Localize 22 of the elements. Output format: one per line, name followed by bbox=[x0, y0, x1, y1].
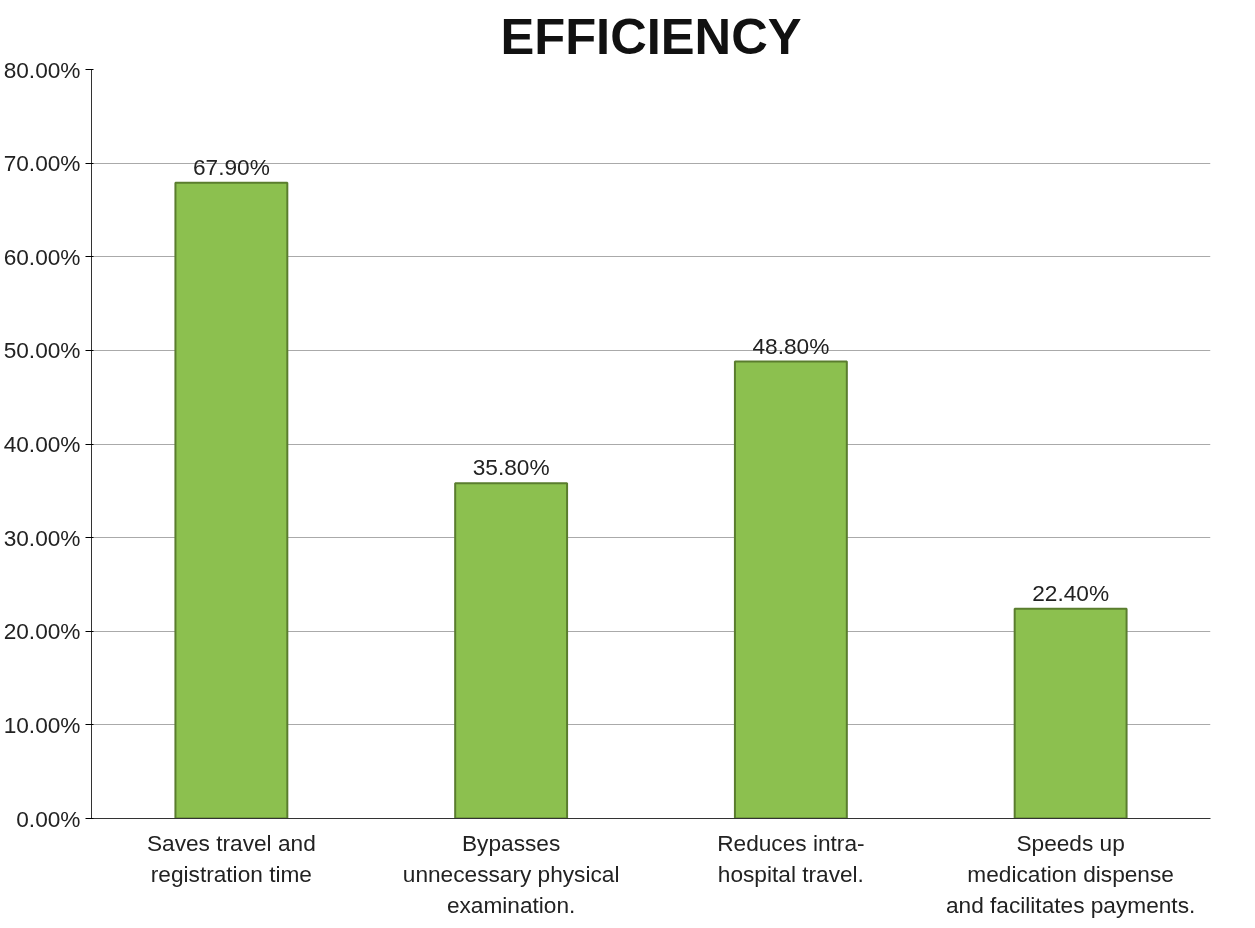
bar bbox=[1013, 607, 1128, 819]
data-label: 48.80% bbox=[752, 332, 830, 359]
x-tick-label: Speeds up medication dispense and facilitates payments. bbox=[945, 829, 1196, 918]
data-label: 67.90% bbox=[192, 153, 270, 180]
data-label: 22.40% bbox=[1032, 579, 1110, 606]
x-tick-label: Reduces intra- hospital travel. bbox=[717, 829, 865, 887]
x-tick-label: Bypasses unnecessary physical examination. bbox=[402, 829, 620, 918]
y-tick-label: 10.00% bbox=[3, 711, 81, 738]
y-tick-label: 60.00% bbox=[3, 243, 81, 270]
y-tick-label: 80.00% bbox=[3, 56, 81, 83]
bar bbox=[454, 482, 569, 819]
chart-title: EFFICIENCY bbox=[500, 7, 802, 65]
y-tick-label: 50.00% bbox=[3, 337, 81, 364]
data-label: 35.80% bbox=[472, 454, 550, 481]
bar bbox=[733, 360, 848, 819]
x-tick-label: Saves travel and registration time bbox=[146, 829, 316, 887]
y-tick-label: 40.00% bbox=[3, 431, 81, 457]
y-tick-label: 70.00% bbox=[3, 150, 81, 177]
y-tick-label: 30.00% bbox=[3, 524, 81, 551]
bar bbox=[174, 181, 289, 819]
y-tick-label: 20.00% bbox=[3, 618, 81, 645]
y-tick-label: 0.00% bbox=[16, 805, 81, 832]
